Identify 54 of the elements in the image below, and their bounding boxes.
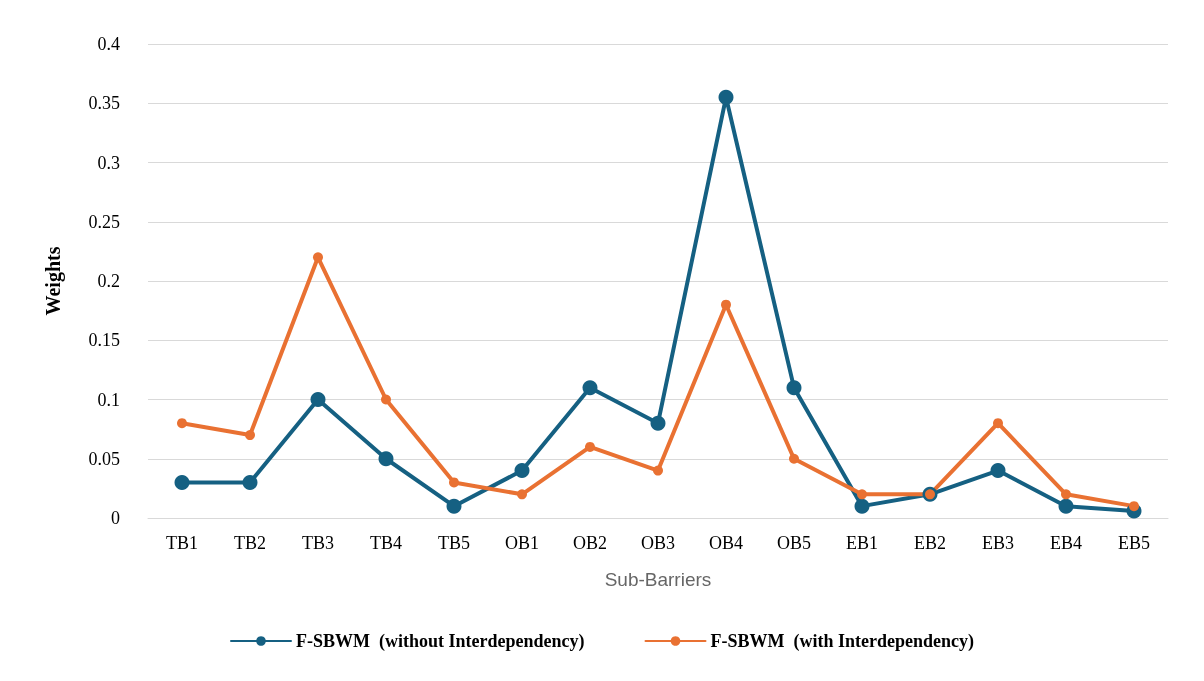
y-axis-title: Weights xyxy=(42,246,65,316)
point xyxy=(174,474,190,490)
point xyxy=(517,489,527,500)
x-tick-label: OB2 xyxy=(572,533,608,553)
point xyxy=(177,418,187,429)
y-tick-label: 0.3 xyxy=(97,152,120,173)
x-tick-label: TB1 xyxy=(165,533,199,553)
y-tick-label: 0 xyxy=(111,508,120,528)
point xyxy=(242,474,258,490)
x-tick-label: EB1 xyxy=(845,533,879,553)
point xyxy=(310,392,326,407)
point xyxy=(650,415,666,431)
y-tick-label: 0.4 xyxy=(97,34,120,54)
point xyxy=(1058,498,1074,514)
x-tick-label: TB4 xyxy=(369,533,403,553)
x-axis-title: Sub-Barriers xyxy=(604,569,712,590)
point xyxy=(786,380,802,396)
point xyxy=(449,477,459,488)
point xyxy=(789,453,799,464)
point xyxy=(990,463,1006,479)
x-tick-label: TB2 xyxy=(233,533,267,553)
x-tick-label: OB4 xyxy=(708,533,744,553)
y-tick-label: 0.05 xyxy=(88,448,120,469)
x-tick-label: EB5 xyxy=(1117,533,1151,553)
x-tick-label: OB1 xyxy=(504,533,540,553)
y-tick-label: 0.2 xyxy=(97,271,120,291)
x-tick-label: EB3 xyxy=(981,533,1015,553)
point xyxy=(854,498,870,514)
point xyxy=(378,451,394,467)
point xyxy=(245,430,255,441)
point xyxy=(585,441,595,452)
point xyxy=(993,418,1003,429)
y-tick-label: 0.25 xyxy=(88,211,120,232)
y-tick-label: 0.15 xyxy=(88,330,120,351)
x-tick-label: EB4 xyxy=(1049,533,1083,553)
point xyxy=(653,465,663,476)
legend-label: F-SBWM (without Interdependency) xyxy=(296,631,585,652)
legend-label: F-SBWM (with Interdependency) xyxy=(710,631,974,652)
x-tick-label: OB5 xyxy=(776,533,812,553)
point xyxy=(582,380,598,396)
x-tick-label: TB5 xyxy=(437,533,471,553)
x-tick-label: OB3 xyxy=(640,533,676,553)
point xyxy=(857,489,867,500)
point xyxy=(718,89,734,105)
point xyxy=(1061,489,1071,500)
point xyxy=(514,463,530,479)
point xyxy=(381,394,391,405)
y-tick-label: 0.35 xyxy=(88,93,120,114)
x-tick-label: EB2 xyxy=(913,533,947,553)
x-tick-label: TB3 xyxy=(301,533,335,553)
point xyxy=(446,498,462,514)
point xyxy=(313,252,323,263)
y-tick-label: 0.1 xyxy=(97,389,120,410)
point xyxy=(721,299,731,310)
